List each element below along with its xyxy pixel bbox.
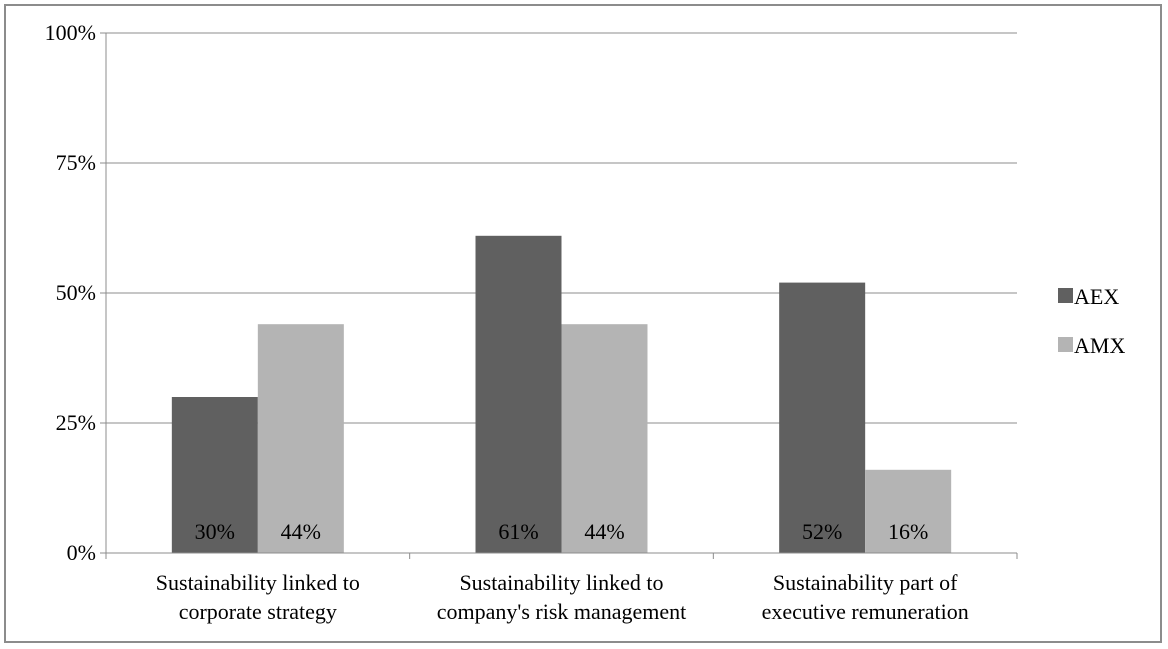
y-tick-label: 0% xyxy=(67,540,96,565)
data-label-amx-1: 44% xyxy=(584,519,624,544)
x-category-label-line: Sustainability part of xyxy=(773,570,958,595)
legend: AEX AMX xyxy=(1058,284,1125,358)
data-label-amx-0: 44% xyxy=(281,519,321,544)
bar-aex-1 xyxy=(475,235,562,554)
x-category-label-line: corporate strategy xyxy=(179,599,337,624)
x-category-label-line: Sustainability linked to xyxy=(156,570,360,595)
axes: 0% 25% 50% 75% 100% Sustainability linked to c… xyxy=(45,20,1018,624)
legend-swatch-amx xyxy=(1058,337,1073,352)
x-category-label-line: company's risk management xyxy=(437,599,687,624)
legend-swatch-aex xyxy=(1058,288,1073,303)
x-category-label-line: Sustainability linked to xyxy=(459,570,663,595)
x-category-label-line: executive remuneration xyxy=(762,599,969,624)
bar-aex-2 xyxy=(779,282,866,553)
bar-aex-0 xyxy=(171,397,258,553)
data-label-aex-2: 52% xyxy=(802,519,842,544)
data-label-aex-1: 61% xyxy=(498,519,538,544)
y-tick-label: 25% xyxy=(56,410,96,435)
x-category-label: Sustainability linked to company's risk m… xyxy=(437,570,687,624)
data-labels: 30% 44% 61% 44% 52% 16% xyxy=(195,519,929,544)
y-tick-label: 50% xyxy=(56,280,96,305)
y-tick-label: 75% xyxy=(56,150,96,175)
data-label-amx-2: 16% xyxy=(888,519,928,544)
y-tick-label: 100% xyxy=(45,20,96,45)
bar-amx-0 xyxy=(257,324,344,553)
bars xyxy=(171,235,952,554)
x-category-label: Sustainability linked to corporate strate… xyxy=(156,570,360,624)
bar-amx-1 xyxy=(561,324,648,553)
x-category-label: Sustainability part of executive remunera… xyxy=(762,570,969,624)
legend-label-aex: AEX xyxy=(1074,284,1119,309)
data-label-aex-0: 30% xyxy=(195,519,235,544)
legend-label-amx: AMX xyxy=(1074,333,1125,358)
bar-amx-2 xyxy=(865,469,952,553)
